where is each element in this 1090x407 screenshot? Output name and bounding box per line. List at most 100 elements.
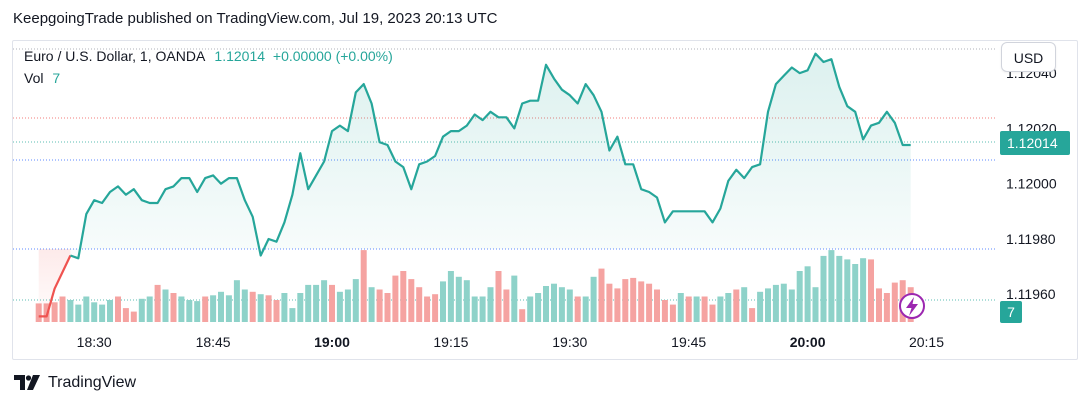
time-tick-label: 20:15 <box>909 334 944 350</box>
volume-bar <box>281 293 288 322</box>
volume-bar <box>757 291 764 322</box>
volume-bar <box>122 308 129 322</box>
volume-bar <box>75 304 82 322</box>
volume-bars <box>35 250 914 322</box>
volume-bar <box>225 295 232 322</box>
volume-bar <box>558 287 565 322</box>
volume-bar <box>503 289 510 322</box>
volume-bar <box>305 284 312 322</box>
volume-bar <box>725 293 732 322</box>
price-tick-label: 1.11980 <box>1006 231 1056 247</box>
volume-bar <box>788 289 795 322</box>
volume-bar <box>233 280 240 322</box>
volume-bar <box>891 282 898 322</box>
volume-bar <box>162 289 169 322</box>
volume-bar <box>408 279 415 322</box>
volume-bar <box>432 294 439 322</box>
volume-bar <box>535 293 542 322</box>
volume-bar <box>693 296 700 322</box>
volume-bar <box>107 300 113 322</box>
volume-bar <box>83 296 90 322</box>
price-tick-label: 1.12000 <box>1006 176 1057 192</box>
volume-bar <box>115 296 121 322</box>
volume-bar <box>511 275 518 322</box>
replay-lightning-icon <box>899 293 925 319</box>
volume-bar <box>717 296 724 322</box>
volume-bar <box>59 296 66 322</box>
volume-bar <box>440 281 446 322</box>
volume-bar <box>661 300 668 322</box>
volume-bar <box>566 289 573 322</box>
volume-bar <box>99 304 106 322</box>
volume-bar <box>447 271 454 322</box>
footer-brand[interactable]: TradingView <box>14 374 136 392</box>
volume-bar <box>146 296 153 322</box>
volume-bar <box>329 284 335 322</box>
volume-bar <box>828 250 835 322</box>
volume-bar <box>868 259 874 322</box>
volume-bar <box>376 289 383 322</box>
volume-bar <box>313 284 320 322</box>
volume-bar <box>218 291 224 322</box>
chart-frame[interactable] <box>12 40 1078 360</box>
currency-button[interactable]: USD <box>1001 42 1056 72</box>
volume-bar <box>646 283 653 322</box>
volume-bar <box>455 276 462 322</box>
volume-bar <box>527 296 534 322</box>
volume-bar <box>487 287 494 322</box>
volume-bar <box>210 295 217 322</box>
volume-bar <box>241 289 248 322</box>
volume-bar <box>622 279 629 322</box>
volume-bar <box>178 296 185 322</box>
volume-bar <box>780 283 787 322</box>
time-tick-label: 19:00 <box>314 334 350 350</box>
volume-bar <box>344 289 351 322</box>
volume-bar <box>273 300 280 322</box>
volume-bar <box>424 296 431 322</box>
time-tick-label: 18:30 <box>77 334 112 350</box>
volume-bar <box>384 293 391 322</box>
volume-bar <box>630 277 637 322</box>
price-line-down <box>38 255 72 318</box>
volume-bar <box>606 283 613 322</box>
brand-name: TradingView <box>48 374 137 391</box>
volume-legend[interactable]: Vol 7 <box>24 70 60 86</box>
last-price-tag: 1.12014 <box>1000 131 1070 155</box>
lightning-icon-bolt <box>906 297 918 316</box>
volume-label: Vol <box>24 70 44 86</box>
volume-bar <box>138 298 145 322</box>
volume-bar <box>368 287 375 322</box>
volume-bar <box>669 304 676 322</box>
volume-bar <box>852 264 859 322</box>
volume-bar <box>154 284 161 322</box>
volume-bar <box>202 296 209 322</box>
volume-bar <box>551 283 557 322</box>
volume-bar <box>844 259 851 322</box>
volume-value: 7 <box>52 70 61 86</box>
price-area-fill <box>70 53 911 259</box>
time-tick-label: 18:45 <box>196 334 231 350</box>
symbol-legend[interactable]: Euro / U.S. Dollar, 1, OANDA 1.12014 +0.… <box>24 48 393 64</box>
volume-bar <box>614 288 621 322</box>
volume-bar <box>836 255 843 322</box>
volume-bar <box>741 287 748 322</box>
volume-bar <box>590 276 597 322</box>
tradingview-logo-icon <box>14 375 40 390</box>
time-tick-label: 19:45 <box>671 334 706 350</box>
volume-bar <box>400 271 407 322</box>
volume-bar <box>265 295 272 322</box>
volume-bar <box>130 311 137 322</box>
volume-bar <box>701 296 708 322</box>
last-volume-tag: 7 <box>1000 301 1022 323</box>
volume-bar <box>67 300 74 322</box>
price-line <box>70 52 911 260</box>
volume-bar <box>772 284 779 322</box>
time-scale: 18:30 18:45 19:00 19:15 19:30 19:45 20:00 20:15 <box>77 334 945 350</box>
volume-bar <box>249 291 256 322</box>
volume-bar <box>876 288 882 322</box>
price-area <box>38 52 911 318</box>
volume-bar <box>463 280 470 322</box>
volume-bar <box>392 275 399 322</box>
